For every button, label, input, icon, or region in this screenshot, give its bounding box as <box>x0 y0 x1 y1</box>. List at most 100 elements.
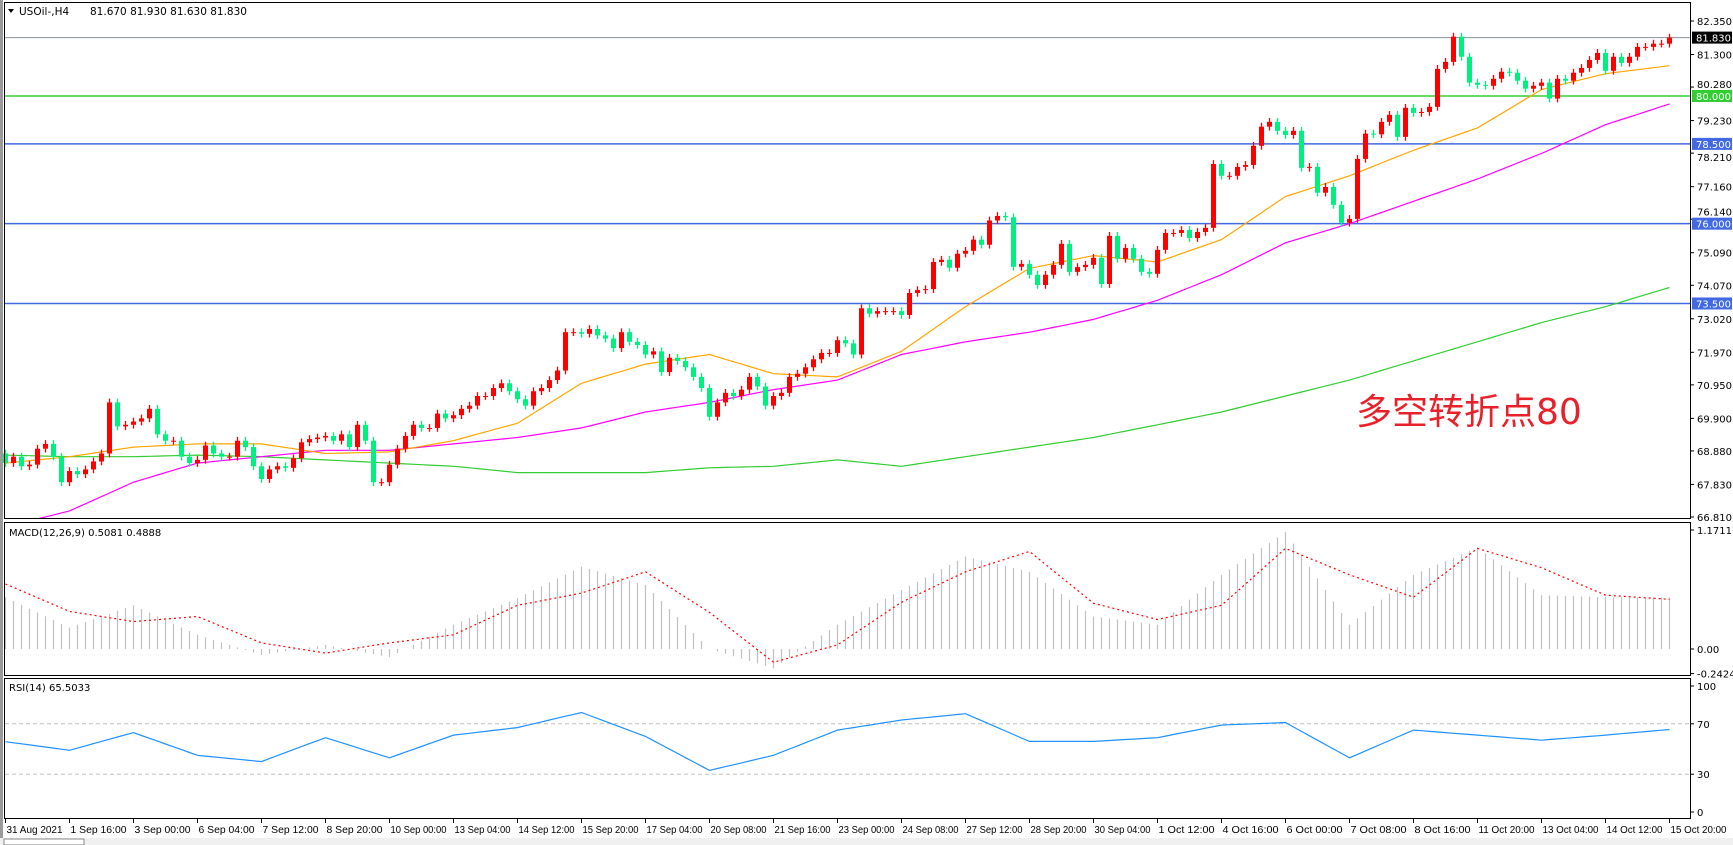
candle[interactable] <box>563 328 568 375</box>
candle[interactable] <box>1259 122 1264 150</box>
candle[interactable] <box>595 325 600 340</box>
candle[interactable] <box>859 304 864 359</box>
candle[interactable] <box>907 289 912 319</box>
candle[interactable] <box>27 460 32 471</box>
candle[interactable] <box>323 432 328 442</box>
candle[interactable] <box>771 392 776 410</box>
candle[interactable] <box>1363 129 1368 163</box>
candle[interactable] <box>1195 228 1200 242</box>
candle[interactable] <box>1515 68 1520 85</box>
candle[interactable] <box>1395 111 1400 141</box>
candle[interactable] <box>1611 52 1616 75</box>
candle[interactable] <box>211 441 216 458</box>
candle[interactable] <box>715 398 720 421</box>
candle[interactable] <box>755 373 760 391</box>
candle[interactable] <box>1139 254 1144 276</box>
candle[interactable] <box>883 307 888 315</box>
candle[interactable] <box>507 379 512 396</box>
candle[interactable] <box>259 462 264 483</box>
candle[interactable] <box>187 452 192 467</box>
candle[interactable] <box>691 363 696 381</box>
candle[interactable] <box>403 432 408 453</box>
candle[interactable] <box>1203 223 1208 236</box>
candle[interactable] <box>651 347 656 359</box>
triangle-down-icon[interactable] <box>8 9 14 13</box>
candle[interactable] <box>643 341 648 359</box>
candle[interactable] <box>139 414 144 426</box>
candle[interactable] <box>1403 103 1408 141</box>
candle[interactable] <box>939 255 944 266</box>
candle[interactable] <box>587 325 592 338</box>
candle[interactable] <box>987 216 992 249</box>
candle[interactable] <box>1491 74 1496 90</box>
candle[interactable] <box>115 398 120 431</box>
candle[interactable] <box>1539 78 1544 90</box>
candle[interactable] <box>1411 103 1416 117</box>
candle[interactable] <box>275 462 280 474</box>
candle[interactable] <box>1211 160 1216 232</box>
candle[interactable] <box>467 401 472 413</box>
candle[interactable] <box>179 436 184 461</box>
candle[interactable] <box>443 409 448 423</box>
candle[interactable] <box>1587 56 1592 72</box>
candle[interactable] <box>155 404 160 439</box>
candle[interactable] <box>899 307 904 319</box>
candle[interactable] <box>1499 67 1504 83</box>
candle[interactable] <box>835 336 840 357</box>
candle[interactable] <box>659 347 664 376</box>
candle[interactable] <box>811 355 816 372</box>
candle[interactable] <box>891 307 896 315</box>
candle[interactable] <box>699 373 704 392</box>
candle[interactable] <box>315 433 320 443</box>
candle[interactable] <box>1459 32 1464 61</box>
candle[interactable] <box>1507 67 1512 77</box>
candle[interactable] <box>363 420 368 445</box>
candle[interactable] <box>163 430 168 445</box>
candle[interactable] <box>371 436 376 487</box>
candle[interactable] <box>299 438 304 463</box>
candle[interactable] <box>291 454 296 472</box>
candle[interactable] <box>963 246 968 258</box>
candle[interactable] <box>19 452 24 471</box>
candle[interactable] <box>1563 74 1568 85</box>
candle[interactable] <box>43 440 48 453</box>
candle[interactable] <box>1435 65 1440 111</box>
candle[interactable] <box>1355 155 1360 223</box>
candle[interactable] <box>1219 160 1224 180</box>
candle[interactable] <box>627 328 632 346</box>
candle[interactable] <box>515 387 520 404</box>
candle[interactable] <box>731 389 736 400</box>
candle[interactable] <box>67 467 72 487</box>
candle[interactable] <box>579 328 584 338</box>
candle[interactable] <box>499 379 504 392</box>
candle[interactable] <box>1531 81 1536 93</box>
candle[interactable] <box>1347 215 1352 227</box>
candle[interactable] <box>1427 103 1432 116</box>
candle[interactable] <box>251 443 256 471</box>
chart-tab[interactable] <box>3 838 85 845</box>
candle[interactable] <box>539 384 544 396</box>
candle[interactable] <box>1123 244 1128 263</box>
candle[interactable] <box>107 398 112 458</box>
candle[interactable] <box>803 363 808 378</box>
candle[interactable] <box>3 449 8 467</box>
candle[interactable] <box>75 467 80 479</box>
candle[interactable] <box>307 435 312 447</box>
candle[interactable] <box>339 430 344 445</box>
candle[interactable] <box>459 404 464 420</box>
candle[interactable] <box>1451 32 1456 66</box>
candle[interactable] <box>611 334 616 352</box>
candle[interactable] <box>1131 244 1136 263</box>
candle[interactable] <box>603 331 608 343</box>
candle[interactable] <box>675 353 680 365</box>
candle[interactable] <box>875 307 880 318</box>
candle[interactable] <box>11 452 16 467</box>
candle[interactable] <box>51 440 56 461</box>
candle[interactable] <box>723 389 728 407</box>
candle[interactable] <box>1467 52 1472 87</box>
rsi-panel[interactable]: RSI(14) 65.5033 <box>5 683 1690 775</box>
candle[interactable] <box>1619 52 1624 67</box>
candle[interactable] <box>1115 231 1120 263</box>
candle[interactable] <box>267 465 272 483</box>
